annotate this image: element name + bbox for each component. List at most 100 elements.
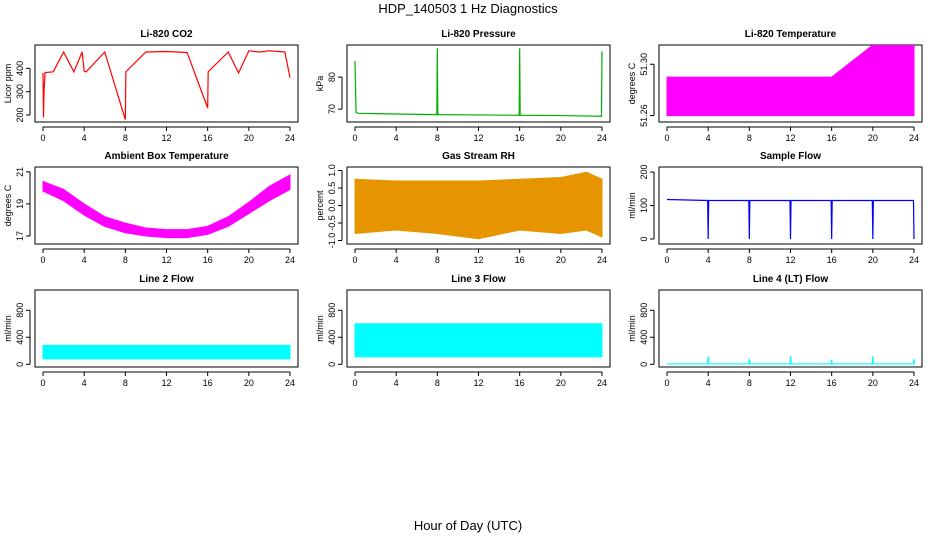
x-tick-label: 0: [664, 255, 669, 265]
y-tick-label: 70: [327, 104, 337, 114]
y-axis-label: percent: [315, 190, 325, 221]
plot-frame: [658, 289, 923, 368]
y-axis-label: kPa: [315, 76, 325, 92]
plot-frame: [346, 44, 611, 123]
panel-title: Line 3 Flow: [451, 274, 506, 285]
y-tick-label: 0: [327, 362, 337, 367]
x-tick-label: 24: [909, 133, 919, 143]
x-tick-label: 24: [597, 378, 607, 388]
x-tick-label: 8: [123, 255, 128, 265]
series-band: [42, 174, 291, 239]
x-tick-label: 12: [473, 255, 483, 265]
x-tick-label: 16: [827, 378, 837, 388]
data-layer: [666, 198, 915, 239]
y-tick-label: -1.0: [327, 233, 337, 249]
data-layer: [42, 50, 291, 120]
x-tick-label: 8: [435, 133, 440, 143]
x-tick-label: 16: [827, 133, 837, 143]
x-tick-label: 12: [785, 378, 795, 388]
x-tick-label: 20: [556, 255, 566, 265]
x-tick-label: 4: [394, 255, 399, 265]
x-tick-label: 4: [394, 378, 399, 388]
data-layer: [354, 171, 603, 240]
panel-title: Ambient Box Temperature: [104, 151, 229, 162]
series-band: [354, 323, 603, 358]
x-tick-label: 0: [352, 378, 357, 388]
x-tick-label: 20: [244, 378, 254, 388]
y-tick-label: 51.26: [639, 104, 649, 127]
series-line: [666, 198, 915, 239]
y-tick-label: 200: [15, 107, 25, 122]
plot-frame: [34, 166, 299, 245]
x-tick-label: 0: [664, 133, 669, 143]
x-tick-label: 20: [244, 133, 254, 143]
y-tick-label: 400: [15, 61, 25, 76]
x-tick-label: 0: [40, 378, 45, 388]
y-tick-label: 800: [639, 303, 649, 318]
y-tick-label: 400: [15, 330, 25, 345]
y-tick-label: 800: [15, 303, 25, 318]
plot-frame: [346, 166, 611, 245]
x-tick-label: 24: [597, 133, 607, 143]
y-tick-label: 17: [15, 231, 25, 241]
series-band: [666, 45, 915, 117]
y-tick-label: 0.5: [327, 182, 337, 195]
y-axis-label: ml/min: [315, 315, 325, 342]
panel-title: Line 4 (LT) Flow: [753, 274, 829, 285]
plot-frame: [658, 44, 923, 123]
y-tick-label: 0: [15, 362, 25, 367]
x-tick-label: 0: [40, 255, 45, 265]
panel-title: Sample Flow: [760, 151, 821, 162]
x-tick-label: 24: [285, 133, 295, 143]
y-tick-label: 400: [639, 330, 649, 345]
x-tick-label: 16: [827, 255, 837, 265]
x-tick-label: 16: [203, 255, 213, 265]
data-layer: [667, 356, 916, 365]
x-tick-label: 20: [868, 378, 878, 388]
x-tick-label: 12: [473, 378, 483, 388]
x-tick-label: 12: [161, 133, 171, 143]
x-tick-label: 4: [706, 255, 711, 265]
panel-4: Ambient Box Temperature 0 4 8 12 16 20 24 17 19 21…: [3, 151, 299, 265]
x-tick-label: 8: [123, 133, 128, 143]
y-tick-label: 0: [639, 236, 649, 241]
y-axis-label: degrees C: [627, 62, 637, 104]
x-tick-label: 0: [664, 378, 669, 388]
x-tick-label: 4: [394, 133, 399, 143]
x-tick-label: 8: [435, 255, 440, 265]
x-tick-label: 8: [123, 378, 128, 388]
x-tick-label: 0: [352, 133, 357, 143]
panel-6: Sample Flow 0 4 8 12 16 20 24 0 100 200 ml/min: [627, 151, 923, 265]
y-tick-label: 0.0: [327, 199, 337, 212]
x-tick-label: 24: [909, 255, 919, 265]
y-tick-label: 80: [327, 72, 337, 82]
figure-title: HDP_140503 1 Hz Diagnostics: [378, 1, 558, 16]
panel-title: Li-820 Temperature: [745, 29, 837, 40]
y-tick-label: 21: [15, 167, 25, 177]
y-tick-label: 400: [327, 330, 337, 345]
y-tick-label: 1.0: [327, 164, 337, 177]
y-axis-label: Licor ppm: [3, 64, 13, 104]
x-tick-label: 24: [909, 378, 919, 388]
x-tick-label: 8: [747, 133, 752, 143]
series-line: [667, 356, 916, 365]
plot-frame: [346, 289, 611, 368]
panel-title: Line 2 Flow: [139, 274, 194, 285]
x-tick-label: 16: [515, 378, 525, 388]
y-tick-label: 51.30: [639, 53, 649, 76]
x-tick-label: 12: [161, 255, 171, 265]
x-tick-label: 20: [244, 255, 254, 265]
x-tick-label: 8: [747, 255, 752, 265]
data-layer: [354, 48, 603, 117]
x-tick-label: 16: [515, 133, 525, 143]
y-tick-label: -0.5: [327, 215, 337, 231]
data-layer: [666, 45, 915, 117]
x-axis-label: Hour of Day (UTC): [413, 518, 523, 533]
y-axis-label: ml/min: [627, 192, 637, 219]
